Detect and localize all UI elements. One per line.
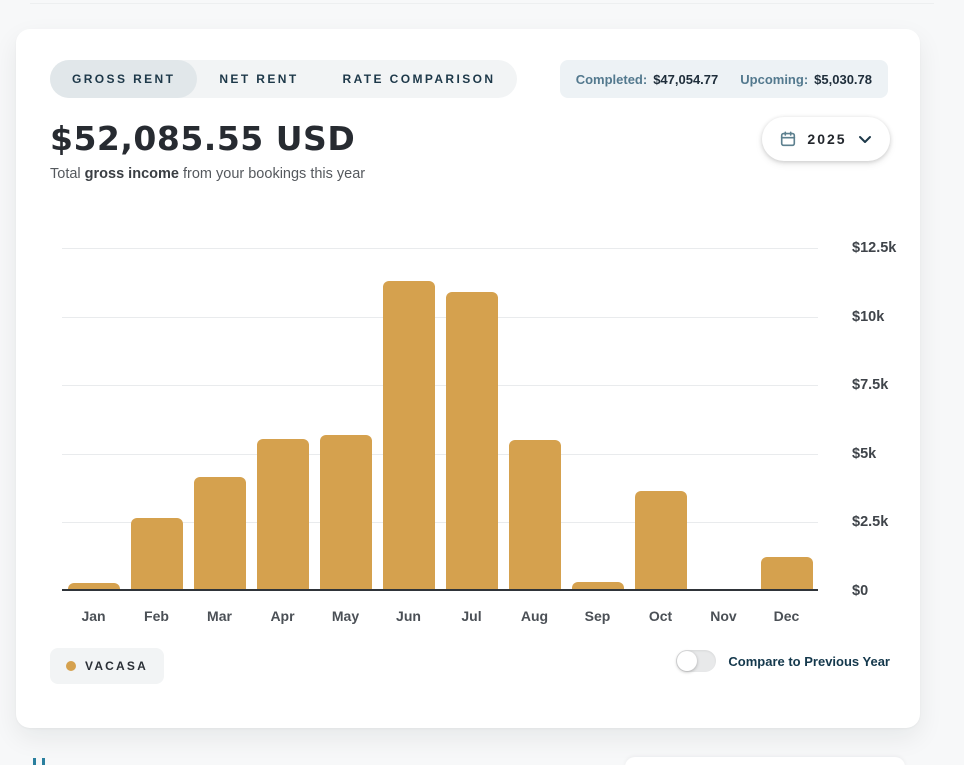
subtitle-bold-phrase: gross income (84, 166, 179, 182)
gridline (62, 385, 818, 386)
calendar-icon (779, 130, 797, 148)
x-tick-label-jan: Jan (81, 608, 106, 624)
compare-toggle-label: Compare to Previous Year (728, 653, 890, 669)
bar-jan[interactable] (67, 583, 120, 591)
bar-mar[interactable] (193, 477, 246, 591)
selected-year: 2025 (807, 131, 847, 147)
x-tick-label-dec: Dec (773, 608, 800, 624)
bar-jul[interactable] (445, 292, 498, 591)
year-selector-button[interactable]: 2025 (762, 117, 890, 161)
completed-upcoming-summary: Completed: $47,054.77 Upcoming: $5,030.7… (559, 60, 888, 98)
bar-plot (62, 248, 818, 591)
x-tick-label-apr: Apr (270, 608, 295, 624)
bar-dec[interactable] (760, 557, 813, 591)
compare-previous-year-row: Compare to Previous Year (676, 649, 890, 673)
series-color-dot-icon (66, 661, 76, 671)
bar-oct[interactable] (634, 491, 687, 591)
compare-toggle-switch[interactable] (676, 650, 717, 672)
tab-gross-rent[interactable]: GROSS RENT (50, 60, 198, 98)
bar-jun[interactable] (382, 281, 435, 591)
next-card-top-edge (625, 757, 905, 765)
gridline (62, 317, 818, 318)
x-tick-label-feb: Feb (144, 608, 169, 624)
gridline (62, 454, 818, 455)
gridline (62, 248, 818, 249)
income-summary-card: GROSS RENT NET RENT RATE COMPARISON Comp… (16, 29, 920, 728)
subtitle-suffix: from your bookings this year (178, 166, 366, 182)
headline-subtitle: Total gross income from your bookings th… (50, 166, 365, 182)
upcoming-value: $5,030.78 (814, 71, 872, 87)
x-tick-label-mar: Mar (207, 608, 232, 624)
x-tick-label-may: May (331, 608, 360, 624)
completed-label: Completed: (575, 71, 648, 87)
x-tick-label-aug: Aug (520, 608, 549, 624)
subtitle-prefix: Total (50, 166, 85, 182)
gridline (62, 522, 818, 523)
chevron-down-icon (857, 131, 873, 147)
total-gross-income-amount: $52,085.55 USD (50, 119, 356, 158)
tab-net-rent[interactable]: NET RENT (219, 72, 299, 86)
rent-view-tabs: GROSS RENT NET RENT RATE COMPARISON (50, 60, 518, 98)
x-axis-month-labels: Jan Feb Mar Apr May Jun Jul Aug Sep Oct Nov Dec (62, 607, 818, 625)
y-tick-label: $7.5k (852, 377, 889, 394)
y-tick-label: $0 (852, 583, 869, 599)
bar-may[interactable] (319, 435, 372, 591)
bar-sep[interactable] (571, 582, 624, 591)
y-tick-label: $10k (852, 308, 885, 325)
y-axis: $0 $2.5k $5k $7.5k $10k $12.5k (852, 240, 916, 599)
tab-rate-comparison[interactable]: RATE COMPARISON (342, 72, 496, 86)
x-tick-label-jul: Jul (461, 608, 482, 624)
legend-vacasa[interactable]: VACASA (50, 648, 164, 684)
y-tick-label: $12.5k (852, 240, 897, 256)
y-tick-label: $2.5k (852, 514, 889, 531)
legend-series-label: VACASA (85, 659, 148, 673)
previous-card-bottom-edge (30, 3, 934, 4)
x-tick-label-nov: Nov (710, 608, 737, 624)
x-tick-label-sep: Sep (584, 608, 611, 624)
toggle-knob (677, 651, 698, 671)
clipped-heading-fragment (33, 758, 45, 765)
x-tick-label-oct: Oct (648, 608, 673, 624)
x-axis-line (62, 589, 818, 591)
bar-apr[interactable] (256, 439, 309, 591)
bar-feb[interactable] (130, 518, 183, 591)
y-tick-label: $5k (852, 445, 877, 462)
completed-value: $47,054.77 (653, 71, 719, 87)
upcoming-label: Upcoming: (740, 71, 809, 87)
bar-aug[interactable] (508, 440, 561, 591)
x-tick-label-jun: Jun (396, 608, 421, 624)
